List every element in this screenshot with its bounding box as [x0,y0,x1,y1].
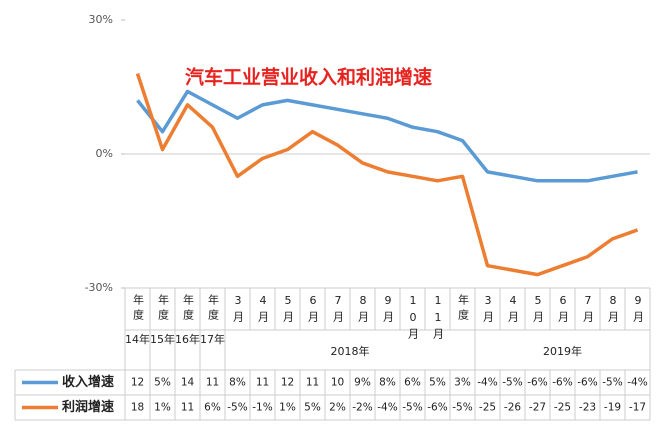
data-label: -6% [577,377,597,389]
x-tick-label: 7月 [582,294,595,326]
data-label: 11 [206,377,219,389]
data-label: -25 [479,402,496,414]
data-label: 12 [281,377,294,389]
x-tick-label: 8月 [357,294,370,326]
group-label: 2018年 [331,344,370,358]
data-label: 1% [279,402,296,414]
data-label: -5% [402,402,422,414]
data-label: -25 [554,402,571,414]
x-tick-label: 9月 [632,294,645,326]
data-label: -4% [377,402,397,414]
data-label: -26 [504,402,521,414]
data-label: 5% [304,402,321,414]
data-label: -19 [604,402,621,414]
data-label: -1% [252,402,272,414]
data-label: -5% [227,402,247,414]
data-label: 11 [181,402,194,414]
x-tick-label: 6月 [307,294,320,326]
data-label: 11 [256,377,269,389]
data-label: -27 [529,402,546,414]
x-tick-label: 3月 [482,294,495,326]
data-label: 1% [154,402,171,414]
y-tick-label: 0% [96,147,113,160]
chart-title: 汽车工业营业收入和利润增速 [185,66,432,89]
data-label: 14 [181,377,195,389]
data-label: -2% [352,402,372,414]
data-label: -4% [477,377,497,389]
series-line [136,89,638,183]
data-label: 8% [379,377,396,389]
legend-label: 收入增速 [62,374,114,390]
data-label: -6% [527,377,547,389]
data-label: -23 [579,402,596,414]
x-tick-label: 年度 [457,293,470,324]
data-label: 6% [404,377,421,389]
data-label: 18 [131,402,144,414]
data-label: -6% [552,377,572,389]
group-label: 2019年 [543,344,582,358]
x-tick-label: 年度 [132,293,145,324]
data-label: 12 [131,377,144,389]
group-label: 15年 [150,332,175,346]
data-label: 10 [331,377,344,389]
data-label: -17 [629,402,646,414]
data-label: 8% [229,377,246,389]
group-label: 17年 [200,332,225,346]
x-tick-label: 4月 [507,294,520,326]
data-label: 9% [354,377,371,389]
data-label: -4% [627,377,647,389]
data-label: 2% [329,402,346,414]
y-tick-label: 30% [89,13,113,26]
data-label: -5% [502,377,522,389]
x-tick-label: 3月 [232,294,245,326]
data-label: 11 [306,377,319,389]
legend-label: 利润增速 [62,399,114,415]
data-label: -6% [427,402,447,414]
group-label: 14年 [125,332,150,346]
x-tick-label: 10月 [407,294,420,343]
data-label: 5% [154,377,171,389]
x-tick-label: 4月 [257,294,270,326]
data-label: -5% [452,402,472,414]
x-tick-label: 年度 [182,293,195,324]
data-label: 3% [454,377,471,389]
x-tick-label: 5月 [532,294,545,326]
x-tick-label: 9月 [382,294,395,326]
x-tick-label: 8月 [607,294,620,326]
series-line [135,73,639,277]
y-tick-label: -30% [85,281,113,294]
data-label: 6% [204,402,221,414]
x-tick-label: 7月 [332,294,345,326]
data-label: 5% [429,377,446,389]
x-tick-label: 11月 [432,294,445,343]
data-label: -5% [602,377,622,389]
x-tick-label: 5月 [282,294,295,326]
x-tick-label: 年度 [207,293,220,324]
x-tick-label: 6月 [557,294,570,326]
group-label: 16年 [175,332,200,346]
x-tick-label: 年度 [157,293,170,324]
